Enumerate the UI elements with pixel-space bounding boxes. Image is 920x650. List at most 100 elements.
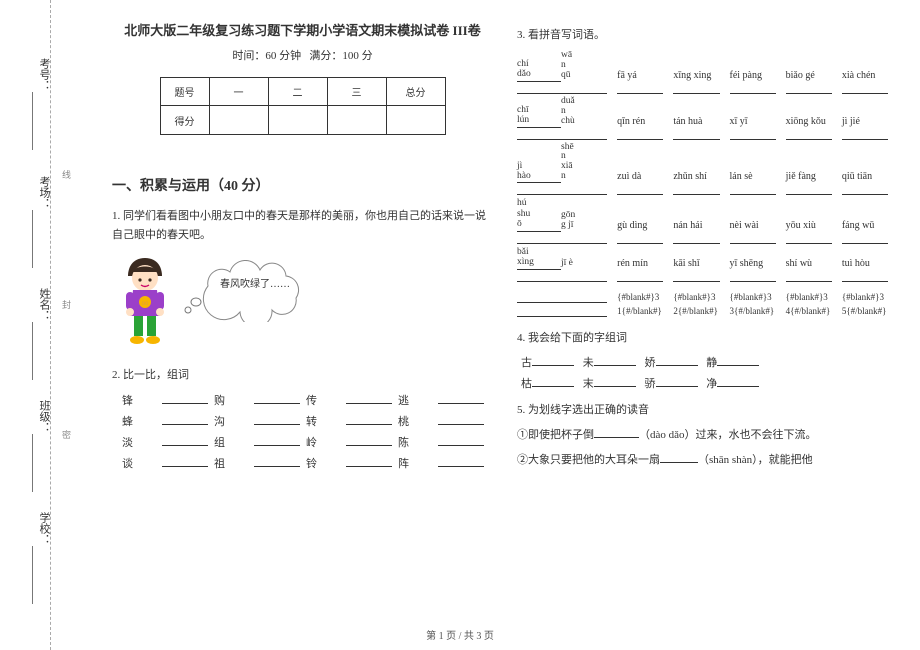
blank[interactable] (730, 186, 776, 195)
speech-bubble: 春风吹绿了…… (178, 260, 308, 325)
blank[interactable] (517, 273, 561, 282)
blank[interactable] (656, 374, 698, 387)
py-cell: xiōng kǒu (786, 116, 842, 128)
tpl-cell: {#blank#}3 (842, 292, 898, 303)
score-blank (327, 106, 386, 135)
blank[interactable] (346, 391, 392, 404)
blank[interactable] (617, 235, 663, 244)
blank[interactable] (730, 235, 776, 244)
blank[interactable] (517, 85, 561, 94)
blank[interactable] (730, 273, 776, 282)
blank[interactable] (717, 353, 759, 366)
q2-char: 锋 (122, 392, 150, 408)
blank[interactable] (561, 85, 607, 94)
q4-row: 古 未 娇 静 (521, 353, 898, 370)
blank[interactable] (842, 85, 888, 94)
score-h4: 总分 (386, 78, 445, 106)
blank[interactable] (532, 374, 574, 387)
blank[interactable] (517, 186, 561, 195)
blank[interactable] (673, 273, 719, 282)
blank[interactable] (842, 273, 888, 282)
blank[interactable] (561, 273, 607, 282)
right-column: 3. 看拼音写词语。 chídǎowānqūfā yáxīng xingféi … (505, 20, 910, 650)
py-cell: qiū tiān (842, 171, 898, 183)
py-left: bǎixìng (517, 247, 561, 270)
blank[interactable] (438, 391, 484, 404)
blank[interactable] (673, 235, 719, 244)
blank[interactable] (517, 294, 561, 303)
page-footer: 第 1 页 / 共 3 页 (0, 627, 920, 642)
blank[interactable] (254, 433, 300, 446)
blank[interactable] (346, 412, 392, 425)
blank[interactable] (561, 131, 607, 140)
q5a: ①即使把杯子倒（dào dǎo）过来，水也不会往下流。 (517, 426, 898, 445)
blank[interactable] (673, 186, 719, 195)
blank[interactable] (532, 353, 574, 366)
score-h2: 二 (268, 78, 327, 106)
blank[interactable] (660, 452, 698, 463)
margin-line (32, 434, 33, 492)
blank[interactable] (517, 235, 561, 244)
q4-char: 净 (706, 378, 717, 390)
blank[interactable] (786, 235, 832, 244)
blank[interactable] (717, 374, 759, 387)
blank[interactable] (254, 454, 300, 467)
blank[interactable] (561, 235, 607, 244)
q2-char: 谈 (122, 455, 150, 471)
q5-title: 5. 为划线字选出正确的读音 (517, 401, 898, 420)
blank[interactable] (438, 433, 484, 446)
blank[interactable] (561, 294, 607, 303)
q5b-mid: （shān shàn），就能把他 (698, 454, 813, 466)
blank[interactable] (786, 186, 832, 195)
blank[interactable] (673, 131, 719, 140)
py-cell: yī shēng (730, 258, 786, 270)
blank[interactable] (617, 131, 663, 140)
q1-figure: oo (118, 254, 493, 346)
py-cell: lán sè (730, 171, 786, 183)
binding-margin: 考号： 线 考场： 姓名： 封 班级： 密 学校： (0, 0, 70, 650)
blank[interactable] (842, 235, 888, 244)
q5b-pre: ②大象只要把他的大耳朵一扇 (517, 454, 660, 466)
blank[interactable] (786, 131, 832, 140)
blank[interactable] (842, 186, 888, 195)
blank[interactable] (842, 131, 888, 140)
blank[interactable] (162, 412, 208, 425)
py-cell: xià chén (842, 70, 898, 82)
blank[interactable] (617, 273, 663, 282)
blank[interactable] (656, 353, 698, 366)
blank[interactable] (730, 131, 776, 140)
py-left2: wānqū (561, 51, 617, 82)
blank[interactable] (617, 186, 663, 195)
py-cell: gù dìng (617, 220, 673, 232)
q2-char: 沟 (214, 413, 242, 429)
blank[interactable] (673, 85, 719, 94)
q2-char: 蜂 (122, 413, 150, 429)
blank[interactable] (517, 308, 561, 317)
blank[interactable] (561, 308, 607, 317)
blank[interactable] (438, 412, 484, 425)
blank[interactable] (162, 433, 208, 446)
blank[interactable] (517, 131, 561, 140)
blank[interactable] (254, 412, 300, 425)
blank[interactable] (561, 186, 607, 195)
q4-char: 骄 (645, 378, 656, 390)
blank[interactable] (346, 433, 392, 446)
blank[interactable] (162, 391, 208, 404)
q2-char: 陈 (398, 434, 426, 450)
blank[interactable] (786, 85, 832, 94)
content-area: 北师大版二年级复习练习题下学期小学语文期末模拟试卷 III卷 时间：60 分钟 … (70, 0, 920, 650)
py-left: chīlún (517, 105, 561, 128)
blank[interactable] (438, 454, 484, 467)
blank[interactable] (594, 427, 639, 438)
q2-char: 组 (214, 434, 242, 450)
q2-title: 2. 比一比，组词 (112, 366, 493, 385)
blank[interactable] (254, 391, 300, 404)
blank[interactable] (594, 374, 636, 387)
blank[interactable] (346, 454, 392, 467)
blank[interactable] (730, 85, 776, 94)
blank[interactable] (786, 273, 832, 282)
blank[interactable] (617, 85, 663, 94)
svg-text:oo: oo (142, 301, 149, 307)
blank[interactable] (162, 454, 208, 467)
blank[interactable] (594, 353, 636, 366)
